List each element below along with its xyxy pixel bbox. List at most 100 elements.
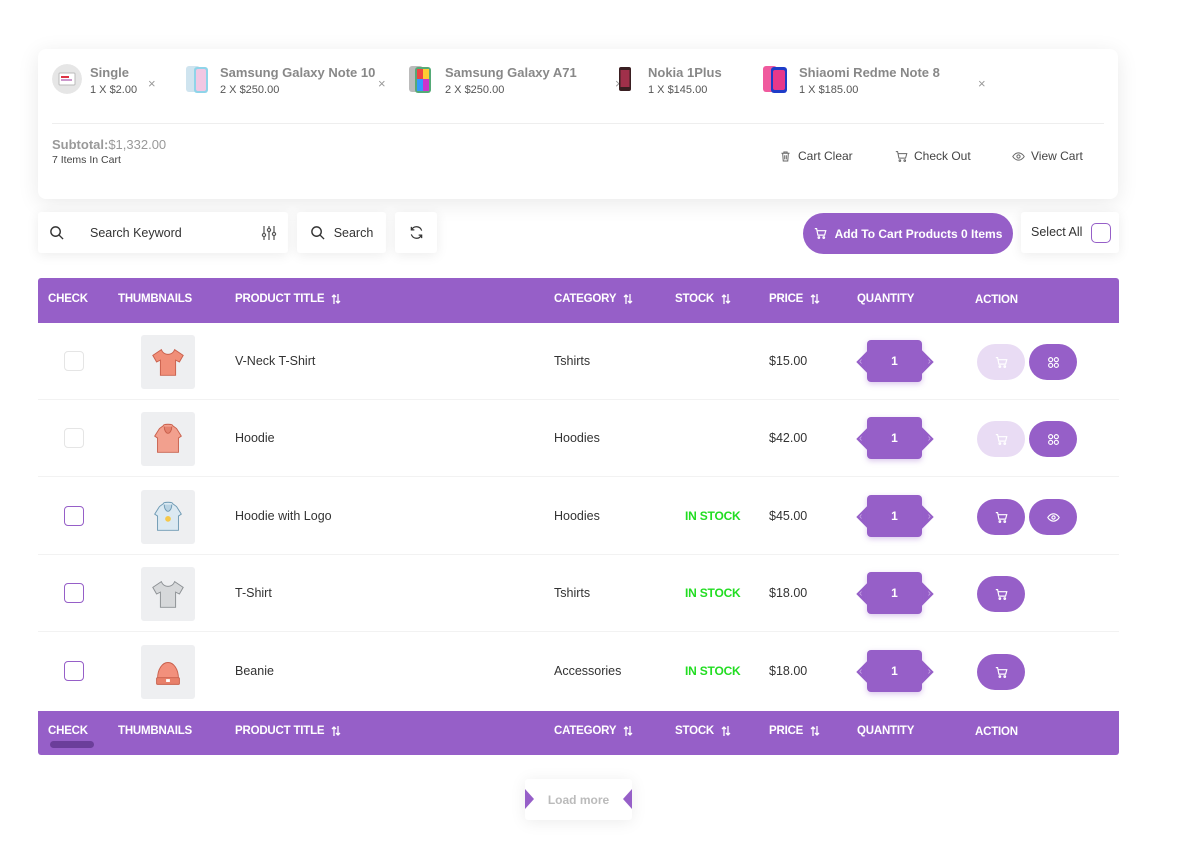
chevron-right-icon: › [927, 356, 931, 367]
select-all: Select All [1021, 212, 1119, 253]
quick-view-button[interactable] [1029, 499, 1077, 535]
chevron-right-icon: › [927, 588, 931, 599]
product-price: $15.00 [769, 354, 808, 368]
product-price: $42.00 [769, 431, 808, 445]
add-to-cart-products-button[interactable]: Add To Cart Products 0 Items [803, 213, 1013, 254]
product-title[interactable]: Beanie [235, 664, 274, 678]
product-thumbnail [141, 412, 195, 466]
sort-icon [721, 726, 731, 736]
row-checkbox[interactable] [64, 428, 84, 448]
column-header-stock[interactable]: STOCK [675, 725, 732, 737]
column-header-product-title[interactable]: PRODUCT TITLE [235, 725, 342, 737]
quantity-value[interactable]: 1 [867, 417, 922, 459]
product-category: Hoodies [554, 509, 600, 523]
variations-icon [1047, 356, 1059, 368]
quantity-stepper: ‹ › 1 [856, 649, 934, 693]
table-footer: CHECK THUMBNAILS PRODUCT TITLE CATEGORY … [38, 711, 1119, 755]
remove-icon[interactable]: × [615, 76, 623, 91]
row-checkbox[interactable] [64, 351, 84, 371]
quantity-value[interactable]: 1 [867, 340, 922, 382]
product-price: $18.00 [769, 664, 808, 678]
phone-thumb-note10 [182, 64, 212, 94]
eye-icon [1046, 512, 1060, 522]
product-category: Hoodies [554, 431, 600, 445]
cart-item-name: Shiaomi Redme Note 8 [799, 65, 940, 80]
cart-subtotal: Subtotal:$1,332.00 [52, 137, 166, 152]
phone-thumb-nokia [610, 64, 640, 94]
load-more-button[interactable]: Load more [525, 779, 632, 820]
column-header-category[interactable]: CATEGORY [554, 293, 634, 305]
quantity-stepper: ‹ › 1 [856, 494, 934, 538]
cart-item-name: Single [90, 65, 130, 80]
cart-icon [995, 511, 1008, 523]
table-row: Beanie Accessories IN STOCK $18.00 ‹ › 1 [38, 633, 1119, 710]
table-row: Hoodie with Logo Hoodies IN STOCK $45.00… [38, 478, 1119, 555]
sort-icon [721, 294, 731, 304]
stock-status: IN STOCK [685, 586, 741, 600]
cart-item: Shiaomi Redme Note 8 1 X $185.00 × [761, 62, 986, 102]
remove-icon[interactable]: × [148, 76, 156, 91]
quantity-stepper: ‹ › 1 [856, 339, 934, 383]
quantity-stepper: ‹ › 1 [856, 416, 934, 460]
select-all-checkbox[interactable] [1091, 223, 1111, 243]
cart-icon [995, 588, 1008, 600]
checkout-button[interactable]: Check Out [895, 149, 971, 163]
add-to-cart-button[interactable] [977, 576, 1025, 612]
quantity-value[interactable]: 1 [867, 495, 922, 537]
options-button[interactable] [1029, 344, 1077, 380]
cart-icon [995, 356, 1008, 368]
quantity-stepper: ‹ › 1 [856, 571, 934, 615]
sort-icon [331, 726, 341, 736]
eye-icon [1012, 151, 1025, 161]
variations-icon [1047, 433, 1059, 445]
table-row: T-Shirt Tshirts IN STOCK $18.00 ‹ › 1 [38, 555, 1119, 632]
phone-thumb-a71 [407, 64, 437, 94]
row-checkbox[interactable] [64, 583, 84, 603]
sort-icon [623, 294, 633, 304]
search-input[interactable] [90, 220, 250, 245]
row-checkbox[interactable] [64, 506, 84, 526]
sort-icon [623, 726, 633, 736]
remove-icon[interactable]: × [378, 76, 386, 91]
cart-item-name: Samsung Galaxy Note 10 [220, 65, 376, 80]
row-checkbox[interactable] [64, 661, 84, 681]
product-title[interactable]: Hoodie [235, 431, 275, 445]
quantity-value[interactable]: 1 [867, 572, 922, 614]
product-price: $45.00 [769, 509, 808, 523]
search-button[interactable]: Search [297, 212, 386, 253]
cart-item-name: Samsung Galaxy A71 [445, 65, 577, 80]
cart-item-qty: 2 X $250.00 [445, 84, 505, 96]
column-header-price[interactable]: PRICE [769, 293, 821, 305]
divider [52, 123, 1104, 124]
product-category: Tshirts [554, 354, 591, 368]
mini-cart: Single 1 X $2.00 × Samsung Galaxy Note 1… [38, 49, 1118, 199]
refresh-icon [410, 226, 422, 239]
product-title[interactable]: V-Neck T-Shirt [235, 354, 316, 368]
product-title[interactable]: Hoodie with Logo [235, 509, 332, 523]
stock-status: IN STOCK [685, 509, 741, 523]
product-category: Tshirts [554, 586, 591, 600]
options-button[interactable] [1029, 421, 1077, 457]
add-to-cart-button[interactable] [977, 654, 1025, 690]
add-to-cart-button[interactable] [977, 344, 1025, 380]
add-to-cart-button[interactable] [977, 499, 1025, 535]
column-header-category[interactable]: CATEGORY [554, 725, 634, 737]
cart-clear-button[interactable]: Cart Clear [779, 149, 853, 163]
column-header-stock[interactable]: STOCK [675, 293, 732, 305]
table-row: V-Neck T-Shirt Tshirts $15.00 ‹ › 1 [38, 323, 1119, 400]
scrollbar-thumb[interactable] [50, 741, 94, 748]
column-header-product-title[interactable]: PRODUCT TITLE [235, 293, 342, 305]
items-count: 7 Items In Cart [52, 154, 121, 166]
product-title[interactable]: T-Shirt [235, 586, 272, 600]
column-header-price[interactable]: PRICE [769, 725, 821, 737]
filter-sliders-icon[interactable] [261, 225, 277, 241]
view-cart-button[interactable]: View Cart [1012, 149, 1083, 163]
remove-icon[interactable]: × [978, 76, 986, 91]
add-to-cart-button[interactable] [977, 421, 1025, 457]
cart-item-qty: 2 X $250.00 [220, 84, 280, 96]
refresh-button[interactable] [395, 212, 437, 253]
quantity-value[interactable]: 1 [867, 650, 922, 692]
checkout-label: Check Out [914, 149, 971, 163]
cart-item: Single 1 X $2.00 × [52, 62, 172, 102]
trash-icon [781, 151, 790, 161]
